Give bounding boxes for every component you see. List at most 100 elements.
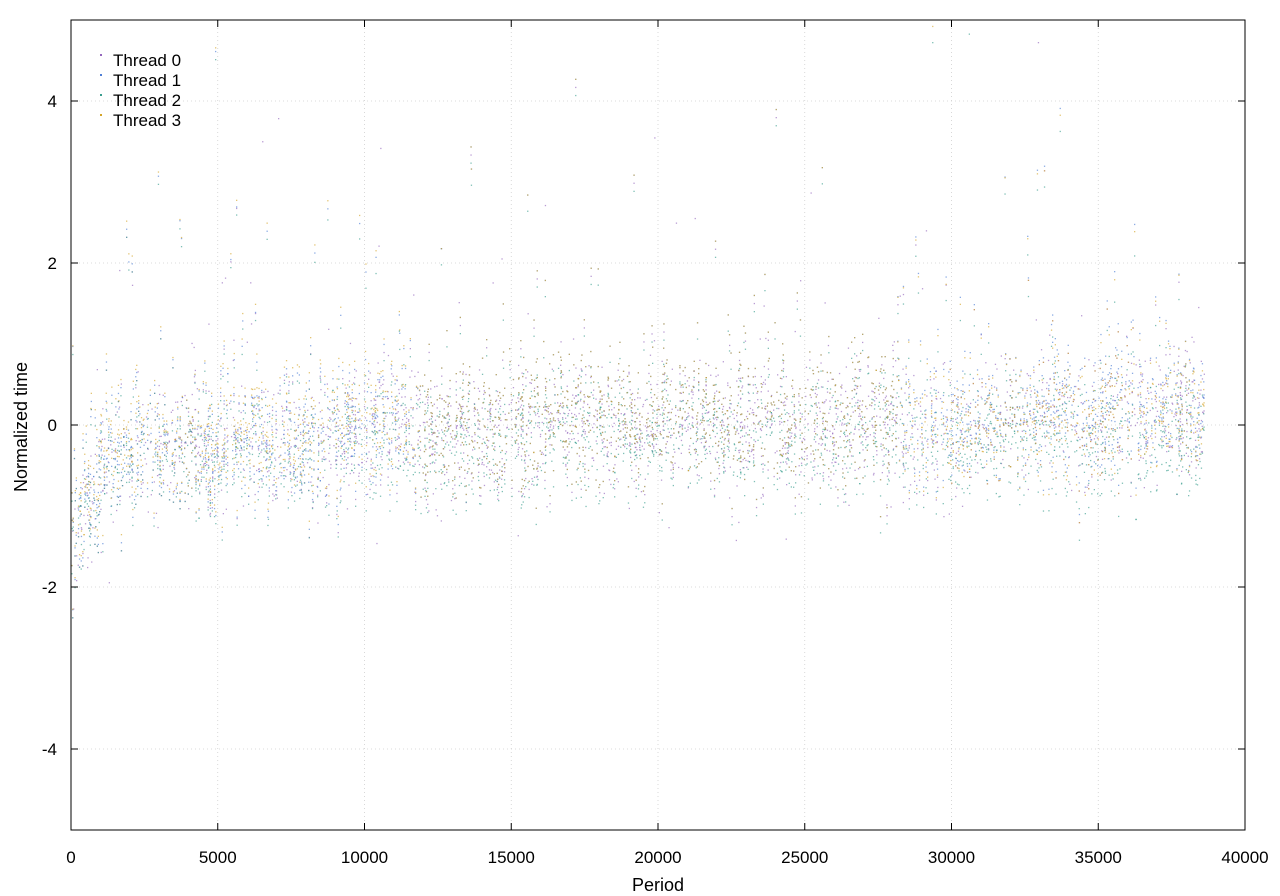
data-point	[1080, 402, 1082, 404]
data-point	[690, 391, 693, 393]
data-point	[762, 493, 764, 496]
data-point	[255, 433, 257, 435]
data-point	[415, 500, 417, 503]
data-point	[201, 439, 204, 441]
data-point	[939, 397, 942, 400]
data-point	[131, 468, 133, 470]
data-point	[926, 358, 928, 360]
data-point	[694, 448, 697, 450]
data-point	[447, 421, 449, 423]
data-point	[372, 482, 374, 484]
data-point	[748, 400, 750, 402]
data-point	[401, 396, 403, 398]
data-point	[1100, 379, 1102, 381]
data-point	[572, 394, 574, 396]
data-point	[288, 452, 290, 454]
data-point	[1126, 420, 1128, 422]
data-point	[832, 426, 834, 428]
data-point	[314, 413, 316, 415]
data-point	[952, 442, 954, 444]
data-point	[552, 427, 555, 429]
data-point	[112, 486, 114, 488]
data-point	[116, 509, 118, 512]
data-point	[950, 409, 952, 412]
data-point	[710, 480, 712, 482]
data-point	[559, 413, 561, 415]
data-point	[461, 414, 464, 416]
data-point	[631, 469, 633, 471]
data-point	[318, 444, 320, 446]
data-point	[212, 477, 214, 479]
data-point	[1044, 412, 1046, 415]
data-point	[99, 469, 102, 471]
data-point	[199, 454, 201, 456]
data-point	[609, 469, 611, 472]
data-point	[904, 434, 906, 436]
data-point	[975, 432, 977, 434]
data-point	[607, 451, 609, 453]
data-point	[1103, 449, 1106, 452]
data-point	[565, 430, 567, 432]
data-point	[1044, 435, 1046, 437]
data-point	[191, 393, 193, 396]
data-point	[994, 427, 996, 429]
data-point	[583, 429, 585, 431]
data-point	[959, 414, 961, 417]
data-point	[95, 518, 97, 520]
data-point	[1165, 398, 1167, 401]
data-point	[237, 441, 239, 443]
data-point	[455, 427, 458, 430]
data-point	[419, 425, 421, 427]
data-point	[329, 409, 331, 411]
data-point	[584, 463, 586, 465]
data-point	[936, 463, 938, 465]
data-point	[204, 433, 206, 435]
data-point	[130, 411, 132, 413]
data-point	[979, 438, 982, 440]
data-point	[137, 474, 139, 476]
data-point	[74, 492, 76, 494]
data-point	[101, 445, 103, 448]
data-point	[1037, 42, 1040, 44]
data-point	[371, 414, 373, 416]
data-point	[908, 498, 910, 500]
data-point	[156, 407, 158, 409]
data-point	[307, 450, 309, 452]
data-point	[1198, 306, 1200, 309]
data-point	[1093, 438, 1096, 440]
data-point	[364, 358, 367, 361]
data-point	[547, 407, 549, 410]
data-point	[1194, 427, 1197, 429]
data-point	[284, 410, 286, 412]
data-point	[960, 431, 962, 433]
data-point	[462, 371, 464, 373]
data-point	[242, 410, 245, 412]
data-point	[196, 388, 198, 390]
data-point	[905, 381, 907, 383]
data-point	[656, 383, 658, 386]
data-point	[208, 323, 210, 325]
data-point	[862, 341, 864, 344]
data-point	[810, 192, 812, 194]
data-point	[640, 429, 642, 432]
data-point	[1171, 410, 1173, 412]
data-point	[414, 463, 416, 465]
data-point	[422, 466, 424, 468]
data-point	[990, 439, 992, 441]
data-point	[1159, 316, 1161, 319]
data-point	[1084, 400, 1086, 403]
data-point	[989, 403, 991, 406]
data-point	[223, 400, 225, 402]
data-point	[1166, 380, 1168, 382]
data-point	[723, 467, 726, 469]
data-point	[235, 438, 237, 440]
data-point	[399, 332, 401, 334]
data-point	[635, 454, 638, 456]
data-point	[674, 462, 676, 464]
data-point	[429, 463, 431, 465]
data-point	[790, 435, 792, 437]
data-point	[549, 424, 552, 426]
data-point	[253, 424, 256, 427]
data-point	[281, 420, 284, 422]
data-point	[279, 389, 281, 391]
